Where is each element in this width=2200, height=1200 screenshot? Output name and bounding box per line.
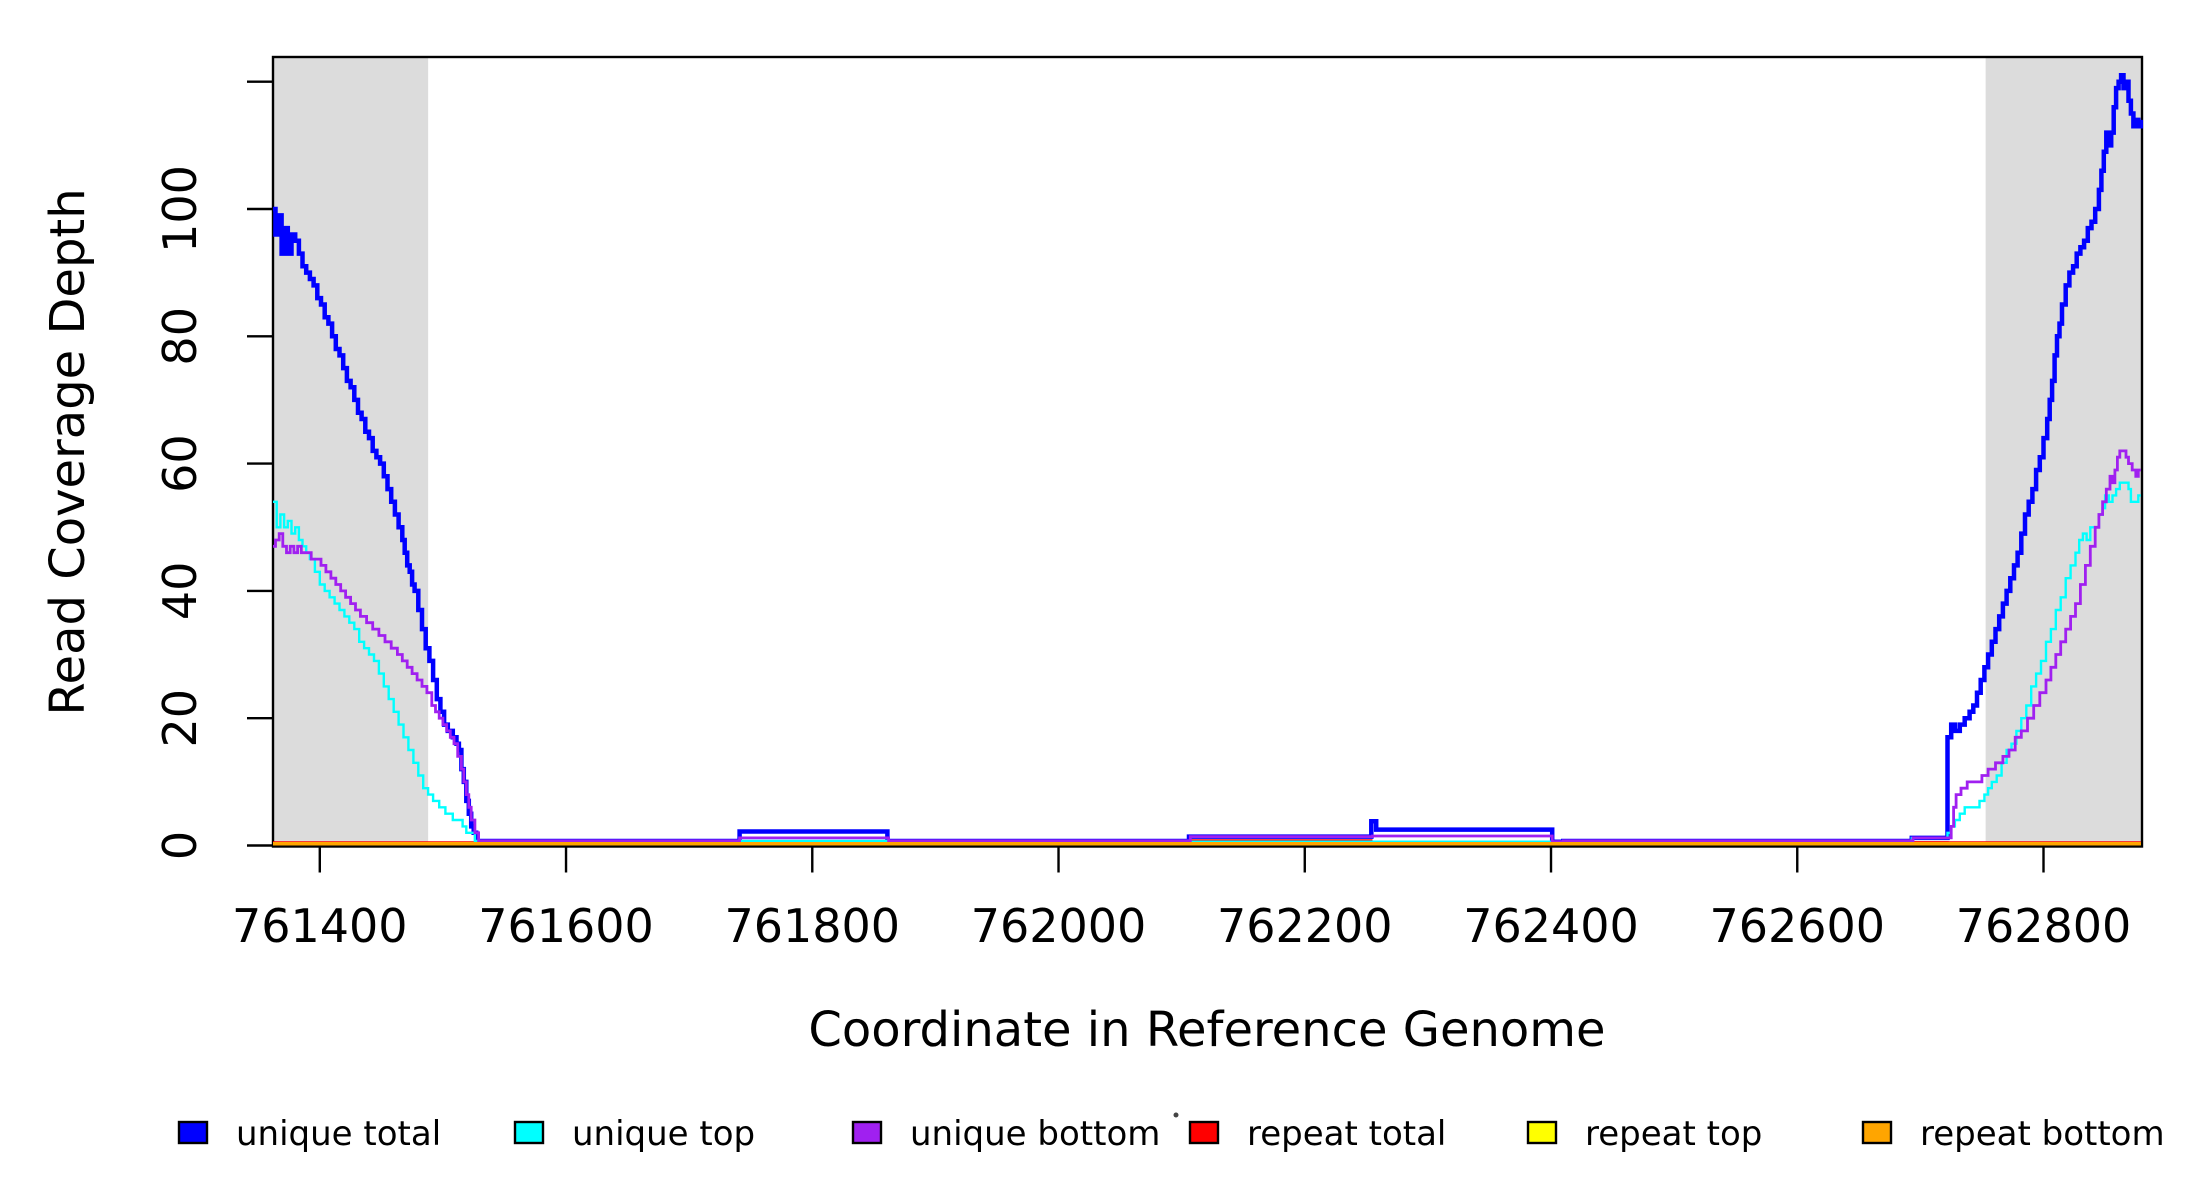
- x-tick-label: 761800: [724, 899, 900, 953]
- y-axis-title: Read Coverage Depth: [40, 188, 96, 715]
- x-tick-label: 762400: [1463, 899, 1639, 953]
- legend-item-label: repeat bottom: [1920, 1114, 2165, 1154]
- right-gray-band: [1985, 58, 2142, 847]
- shaded-repeat-bands: [273, 58, 2142, 847]
- legend-swatch-icon: [513, 1120, 545, 1145]
- series-line-unique-total: [273, 73, 2144, 844]
- y-tick-label: 100: [153, 165, 207, 253]
- legend-item-repeat-top: repeat top: [1526, 1114, 1762, 1154]
- y-tick-label: 80: [153, 307, 207, 366]
- legend-swatch-icon: [177, 1120, 209, 1145]
- x-tick-label: 762800: [1956, 899, 2132, 953]
- legend-item-label: repeat top: [1585, 1114, 1762, 1154]
- x-tick-label: 762600: [1709, 899, 1885, 953]
- axes: 761400 761600 761800 762000 762200 762400 7626…: [153, 55, 2144, 953]
- legend-item-unique-bottom: unique bottom: [851, 1114, 1160, 1154]
- left-gray-band: [273, 58, 429, 847]
- legend-item-label: unique bottom: [910, 1114, 1160, 1154]
- x-axis-title: Coordinate in Reference Genome: [808, 1002, 1605, 1058]
- legend-swatch-icon: [1526, 1120, 1558, 1145]
- legend-item-label: repeat total: [1247, 1114, 1446, 1154]
- legend-item-repeat-total: repeat total: [1188, 1114, 1446, 1154]
- y-tick-label: 0: [153, 831, 207, 860]
- coverage-series: [273, 73, 2144, 846]
- y-tick-label: 60: [153, 434, 207, 493]
- legend-swatch-icon: [851, 1120, 883, 1145]
- legend-item-label: unique top: [572, 1114, 755, 1154]
- legend-item-unique-total: unique total: [177, 1114, 441, 1154]
- legend-swatch-icon: [1188, 1120, 1220, 1145]
- legend-item-repeat-bottom: repeat bottom: [1861, 1114, 2165, 1154]
- legend-swatch-icon: [1861, 1120, 1893, 1145]
- x-tick-label: 761400: [232, 899, 408, 953]
- legend-item-unique-top: unique top: [513, 1114, 755, 1154]
- x-tick-label: 761600: [478, 899, 654, 953]
- legend-item-label: unique total: [236, 1114, 441, 1154]
- series-line-unique-bottom: [273, 449, 2141, 844]
- stray-dot-artifact: [1173, 1112, 1179, 1118]
- y-tick-label: 40: [153, 562, 207, 621]
- y-tick-label: 20: [153, 689, 207, 748]
- x-tick-label: 762200: [1217, 899, 1393, 953]
- series-line-unique-top: [273, 481, 2141, 843]
- plot-box: [271, 55, 2144, 848]
- legend: unique total unique top unique bottom repea…: [177, 1114, 2165, 1154]
- x-tick-label: 762000: [971, 899, 1147, 953]
